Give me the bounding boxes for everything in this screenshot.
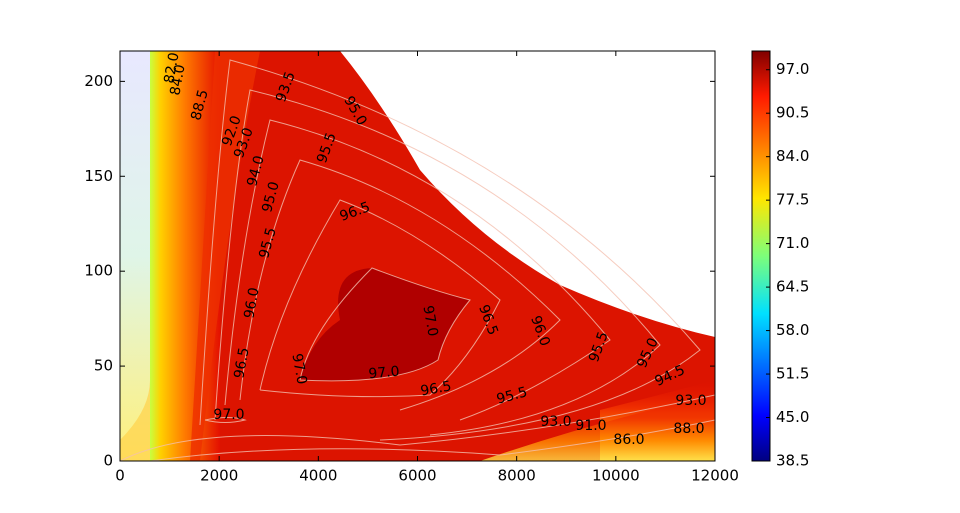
colorbar-tick-label: 97.0 [776,60,809,78]
colorbar-tick-label: 84.0 [776,147,809,165]
colorbar-tick-label: 51.5 [776,365,809,383]
contour-label: 95.5 [495,384,529,408]
contour-label: 93.0 [540,414,571,430]
contour-label: 82.0 [161,51,182,84]
contour-label: 97.0 [288,352,309,385]
colorbar-tick-label: 64.5 [776,278,809,296]
contour-label: 88.0 [673,421,704,437]
contour-label: 94.0 [244,154,268,188]
contour-label: 96.5 [419,378,452,399]
y-tick-label: 100 [84,262,113,280]
contour-label: 97.0 [419,304,440,337]
contour-label: 97.0 [213,407,244,423]
x-tick-label: 10000 [592,467,640,485]
colorbar-tick-label: 71.0 [776,234,809,252]
colorbar-tick-label: 38.5 [776,452,809,470]
colorbar-tick-label: 90.5 [776,104,809,122]
colorbar-tick-label: 58.0 [776,321,809,339]
x-tick-label: 8000 [498,467,536,485]
x-tick-label: 4000 [299,467,337,485]
contour-label: 93.0 [675,393,706,409]
colorbar-tick-label: 77.5 [776,191,809,209]
contour-label: 97.0 [368,364,400,383]
x-tick-label: 2000 [200,467,238,485]
contour-label: 88.5 [188,88,212,122]
y-tick-label: 150 [84,167,113,185]
contour-field [120,51,715,461]
y-tick-label: 200 [84,72,113,90]
contour-label: 86.0 [613,432,644,448]
contour-label: 96.5 [231,346,252,379]
contour-label: 95.5 [256,226,280,260]
y-tick-label: 50 [94,357,113,375]
x-tick-label: 0 [115,467,125,485]
y-tick-label: 0 [103,452,113,470]
contour-label: 91.0 [575,418,606,434]
contour-label: 96.0 [241,286,262,319]
colorbar-tick-label: 45.0 [776,408,809,426]
contour-label: 95.0 [259,180,283,214]
colorbar [751,50,771,462]
x-tick-label: 12000 [691,467,739,485]
x-tick-label: 6000 [398,467,436,485]
contour-label: 84.0 [167,63,188,96]
